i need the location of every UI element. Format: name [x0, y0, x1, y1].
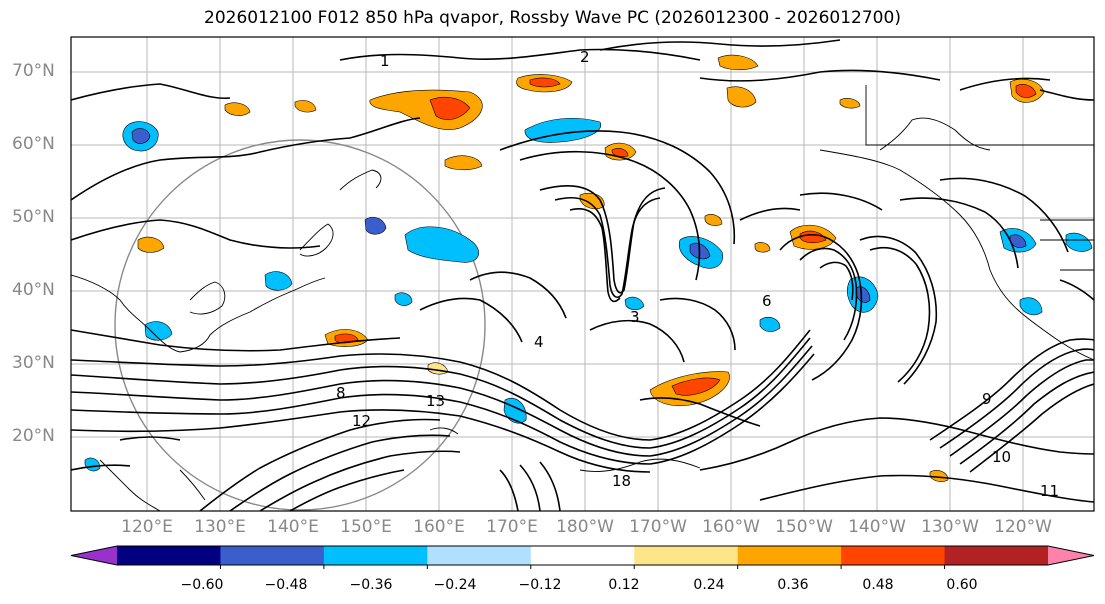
colorbar-segment [737, 546, 842, 565]
latitude-label: 40°N [12, 280, 55, 300]
contour-label: 1 [380, 52, 390, 70]
colorbar-segment [634, 546, 739, 565]
colorbar-extend-min [71, 546, 117, 565]
colorbar-tick-label: 0.24 [693, 577, 725, 593]
contour-label: 6 [762, 292, 772, 310]
positive-anomaly-patches [137, 54, 1045, 482]
colorbar-tick-label: 0.36 [777, 577, 809, 593]
colorbar-tick-label: 0.12 [608, 577, 640, 593]
colorbar-segment [841, 546, 946, 565]
contour-label: 9 [982, 390, 992, 408]
contour-label: 11 [1040, 482, 1059, 500]
plot-title: 2026012100 F012 850 hPa qvapor, Rossby W… [204, 8, 901, 28]
colorbar-outline [70, 545, 1095, 566]
contour-labels: 1 2 3 4 6 8 9 10 11 12 13 18 [336, 48, 1059, 500]
colorbar-segment [427, 546, 532, 565]
phase-circle [114, 139, 486, 511]
longitude-label: 170°E [486, 517, 538, 537]
longitude-label: 120°E [121, 517, 173, 537]
longitude-label: 120°W [994, 517, 1052, 537]
colorbar-tick-label: −0.36 [349, 577, 393, 593]
colorbar-tick-label: −0.48 [264, 577, 308, 593]
colorbar-tick-label: 0.60 [946, 577, 978, 593]
colorbar-segment [220, 546, 325, 565]
negative-anomaly-patches [84, 117, 1093, 472]
contour-label: 3 [630, 308, 640, 326]
latitude-label: 50°N [12, 207, 55, 227]
longitude-label: 140°E [267, 517, 319, 537]
contour-label: 18 [612, 472, 631, 490]
latitude-label: 20°N [12, 426, 55, 446]
longitude-label: 140°W [848, 517, 906, 537]
longitude-label: 160°E [413, 517, 465, 537]
colorbar-tick-label: −0.24 [433, 577, 477, 593]
colorbar-segment [323, 546, 428, 565]
longitude-label: 180°W [556, 517, 614, 537]
contour-label: 4 [534, 333, 544, 351]
latitude-label: 30°N [12, 353, 55, 373]
latitude-label: 60°N [12, 134, 55, 154]
longitude-label: 150°E [340, 517, 392, 537]
contour-label: 10 [992, 448, 1011, 466]
coastlines [71, 85, 1094, 511]
map-frame [70, 36, 1095, 512]
latitude-label: 70°N [12, 61, 55, 81]
longitude-label: 130°W [921, 517, 979, 537]
longitude-label: 160°W [702, 517, 760, 537]
contours [71, 39, 1094, 511]
colorbar-tick-label: −0.12 [518, 577, 562, 593]
colorbar-tick-label: 0.48 [862, 577, 894, 593]
longitude-label: 170°W [629, 517, 687, 537]
contour-label: 13 [426, 392, 445, 410]
colorbar-extend-max [1048, 546, 1094, 565]
colorbar-segment [944, 546, 1049, 565]
map-background [71, 37, 1094, 511]
longitude-label: 150°W [775, 517, 833, 537]
longitude-label: 130°E [194, 517, 246, 537]
colorbar-segment [530, 546, 635, 565]
colorbar-tick-label: −0.60 [180, 577, 224, 593]
contour-label: 8 [336, 384, 346, 402]
contour-label: 12 [352, 412, 371, 430]
contour-label: 2 [580, 48, 590, 66]
colorbar-segment [117, 546, 221, 565]
colorbar [70, 545, 1095, 569]
